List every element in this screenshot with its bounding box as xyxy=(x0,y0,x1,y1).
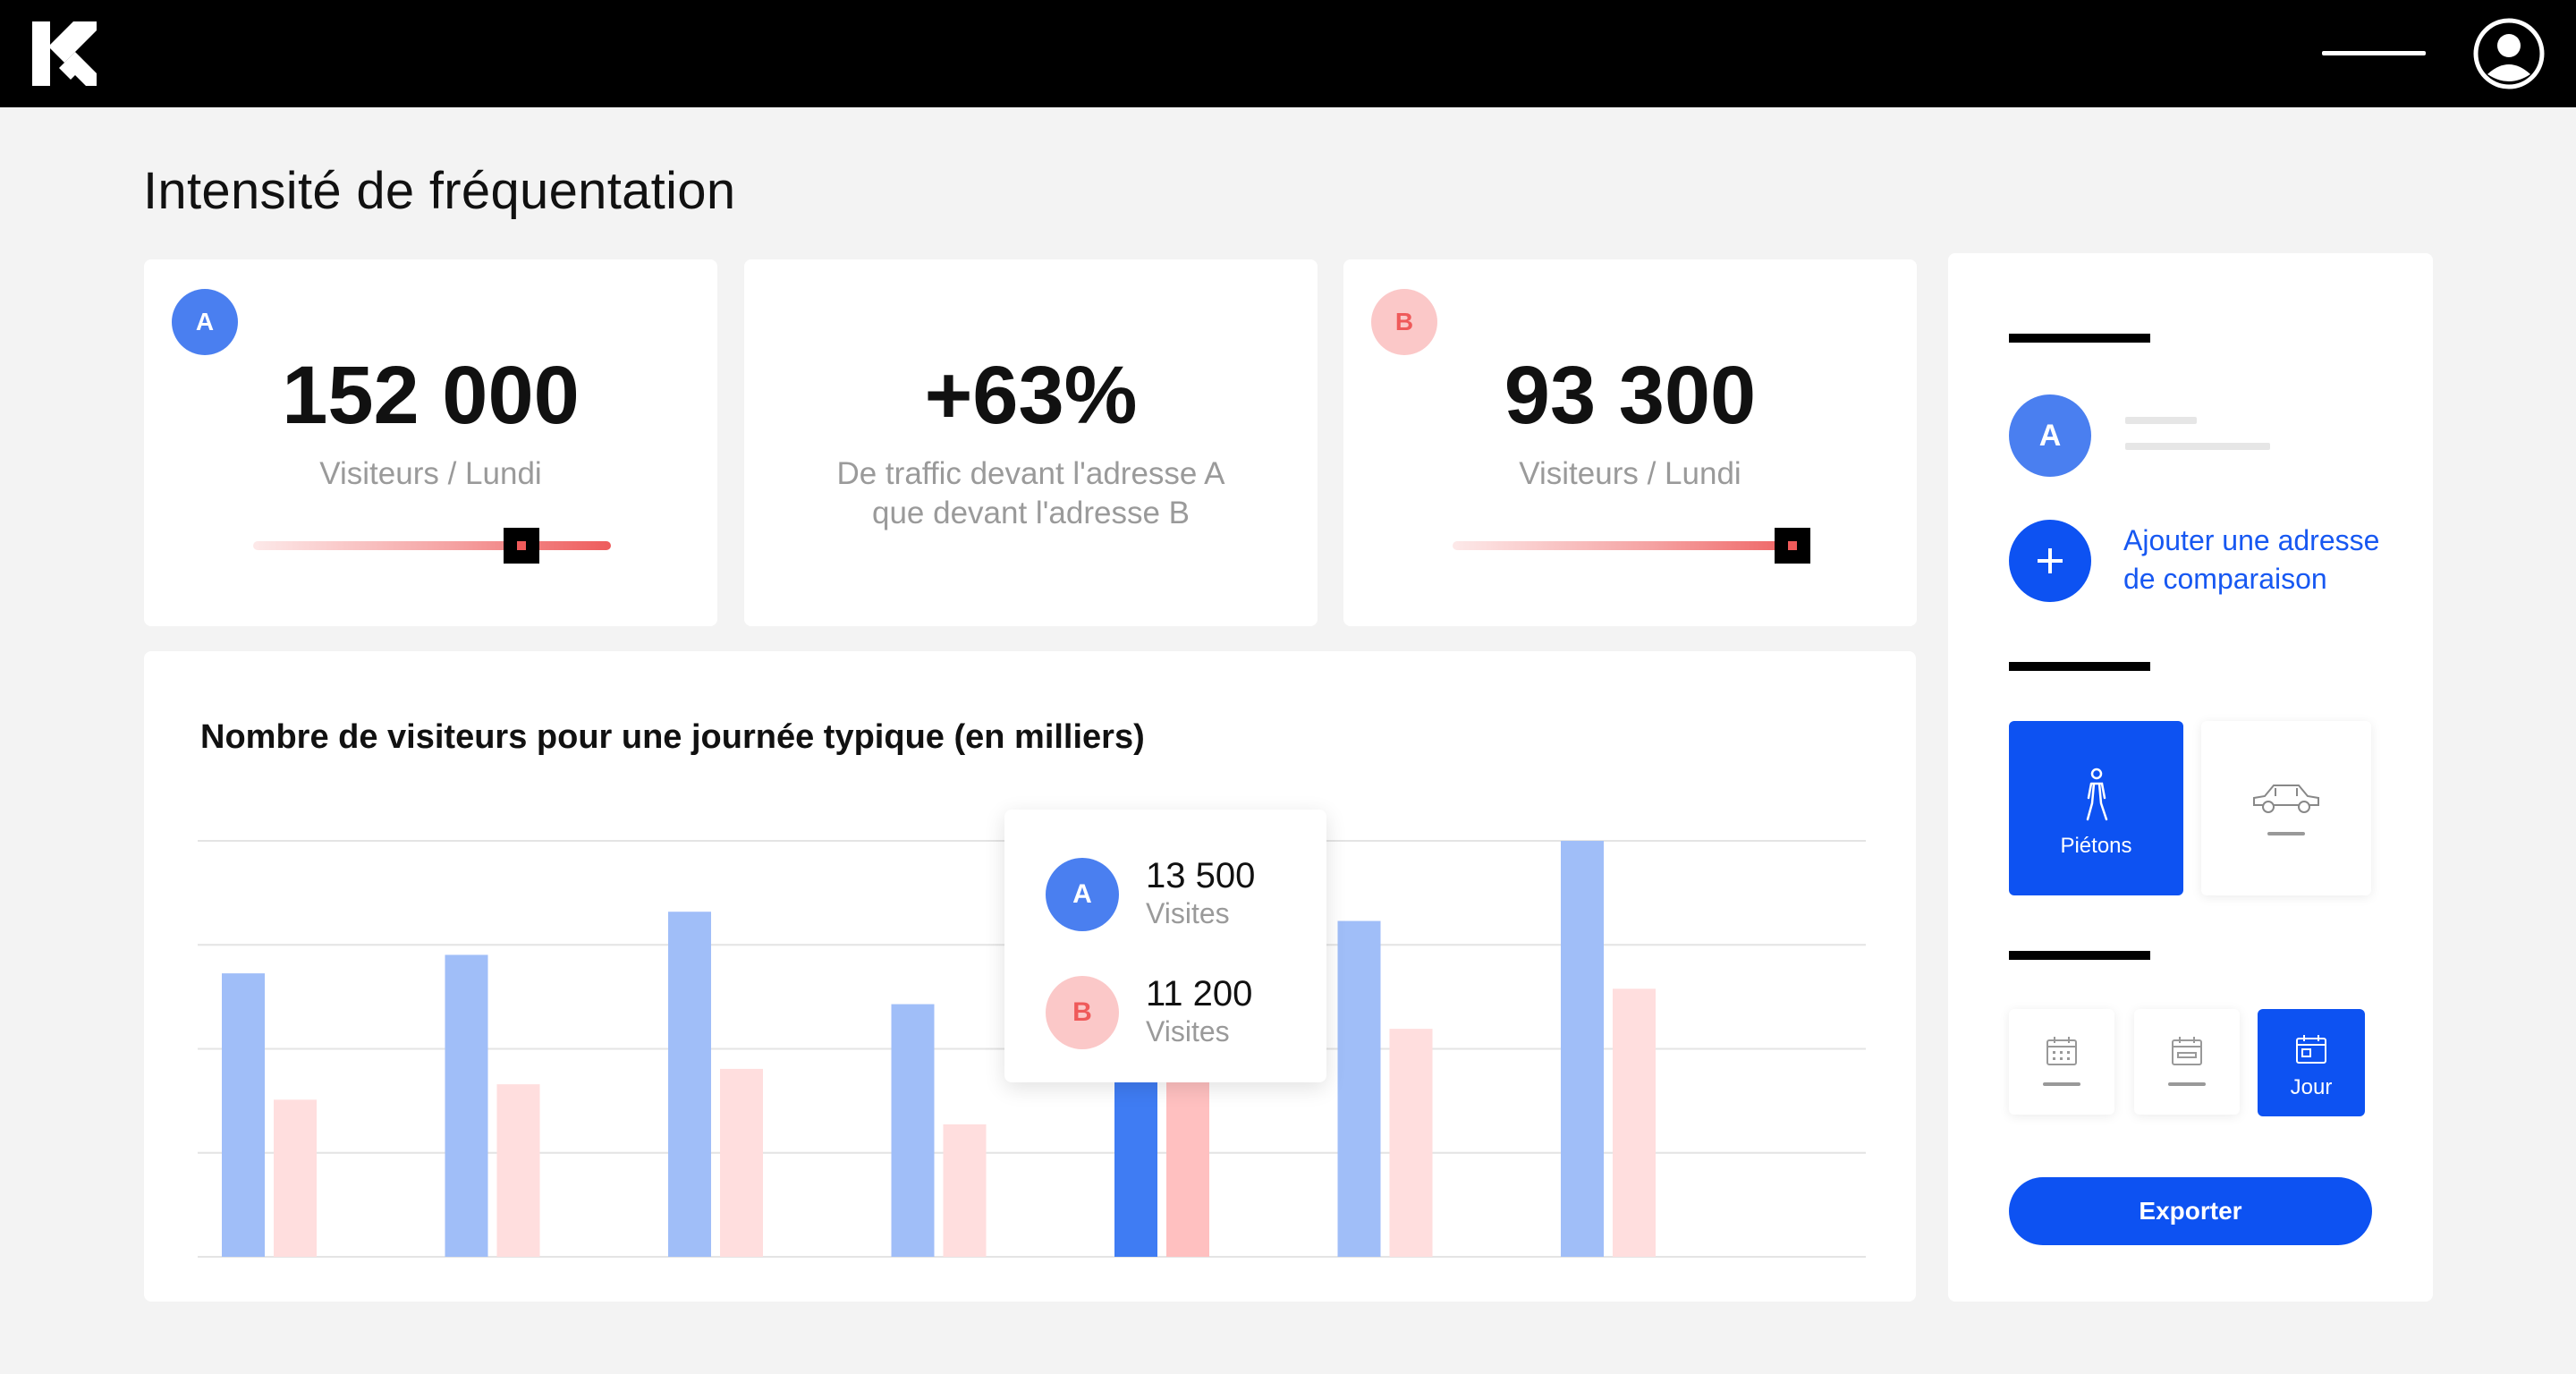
tooltip-value-a: 13 500 xyxy=(1146,856,1256,895)
bar-b-1[interactable] xyxy=(274,1099,317,1257)
badge-a: A xyxy=(172,289,238,355)
chart-title: Nombre de visiteurs pour une journée typ… xyxy=(200,718,1145,756)
mode-car-button[interactable] xyxy=(2201,721,2371,895)
kpi-card-a: A 152 000 Visiteurs / Lundi xyxy=(144,259,717,626)
bar-b-6[interactable] xyxy=(1389,1029,1433,1257)
bar-a-2[interactable] xyxy=(445,954,488,1257)
page-title: Intensité de fréquentation xyxy=(143,162,736,220)
tooltip-badge-a: A xyxy=(1046,858,1119,931)
pedestrian-icon xyxy=(2086,768,2107,821)
kpi-label-b: Visiteurs / Lundi xyxy=(1519,456,1741,491)
slider-thumb-a[interactable] xyxy=(504,528,539,564)
tooltip-label-a: Visites xyxy=(1146,897,1230,929)
address-a-badge[interactable]: A xyxy=(2009,394,2091,477)
kpi-card-b: B 93 300 Visiteurs / Lundi xyxy=(1343,259,1917,626)
kpi-label-comparison: De traffic devant l'adresse A que devant… xyxy=(744,454,1318,533)
mode-pedestrians-label: Piétons xyxy=(2060,834,2132,858)
period-day-button[interactable]: Jour xyxy=(2258,1009,2365,1116)
period-option-placeholder xyxy=(2043,1082,2080,1086)
mode-pedestrians-button[interactable]: Piétons xyxy=(2009,721,2183,895)
export-button[interactable]: Exporter xyxy=(2009,1177,2372,1245)
period-day-label: Jour xyxy=(2290,1075,2333,1099)
kpi-label-a: Visiteurs / Lundi xyxy=(319,456,542,491)
bar-b-7[interactable] xyxy=(1613,988,1656,1257)
section-divider xyxy=(2009,334,2150,343)
tooltip-value-b: 11 200 xyxy=(1146,974,1253,1014)
calendar-icon xyxy=(2046,1037,2077,1065)
plus-icon xyxy=(2038,548,2063,573)
badge-b: B xyxy=(1371,289,1437,355)
add-address-button[interactable] xyxy=(2009,520,2091,602)
bar-b-2[interactable] xyxy=(496,1084,540,1257)
calendar-icon xyxy=(2172,1037,2202,1065)
bar-a-6[interactable] xyxy=(1337,920,1381,1257)
section-divider xyxy=(2009,662,2150,671)
kpi-value-comparison: +63% xyxy=(924,350,1138,441)
add-comparison-link[interactable]: Ajouter une adresse de comparaison xyxy=(2123,524,2380,595)
kpi-label-line1: De traffic devant l'adresse A xyxy=(836,456,1225,491)
slider-track-a[interactable] xyxy=(253,541,611,550)
kpi-value-a: 152 000 xyxy=(282,350,580,441)
tooltip-label-b: Visites xyxy=(1146,1015,1230,1047)
address-placeholder-line xyxy=(2125,443,2270,450)
bar-a-3[interactable] xyxy=(668,912,711,1257)
user-circle-icon[interactable] xyxy=(2472,17,2546,90)
address-placeholder-line xyxy=(2125,417,2197,424)
tooltip-row-a: A 13 500 Visites xyxy=(1046,854,1314,935)
bar-b-4[interactable] xyxy=(943,1124,987,1257)
kpi-label-line2: que devant l'adresse B xyxy=(872,496,1190,530)
section-divider xyxy=(2009,951,2150,960)
chart-tooltip: A 13 500 Visites B 11 200 Visites xyxy=(1004,810,1326,1082)
logo-icon[interactable] xyxy=(32,21,97,86)
kpi-card-comparison: +63% De traffic devant l'adresse A que d… xyxy=(744,259,1318,626)
top-bar xyxy=(0,0,2576,107)
period-option-button[interactable] xyxy=(2009,1009,2114,1115)
tooltip-row-b: B 11 200 Visites xyxy=(1046,972,1314,1053)
period-option-placeholder xyxy=(2168,1082,2206,1086)
kpi-value-b: 93 300 xyxy=(1504,350,1757,441)
period-option-button[interactable] xyxy=(2134,1009,2240,1115)
bar-b-3[interactable] xyxy=(720,1068,763,1257)
calendar-icon xyxy=(2296,1035,2326,1064)
bar-a-7[interactable] xyxy=(1561,841,1604,1257)
slider-track-b[interactable] xyxy=(1453,541,1810,550)
bar-a-1[interactable] xyxy=(222,973,265,1257)
tooltip-badge-b: B xyxy=(1046,976,1119,1049)
slider-thumb-b[interactable] xyxy=(1775,528,1810,564)
car-icon xyxy=(2253,785,2319,813)
mode-car-placeholder xyxy=(2267,832,2305,835)
side-panel: A Ajouter une adresse de comparaison Pié… xyxy=(1948,253,2433,1302)
menu-icon[interactable] xyxy=(2322,51,2426,55)
bar-a-4[interactable] xyxy=(891,1004,935,1257)
